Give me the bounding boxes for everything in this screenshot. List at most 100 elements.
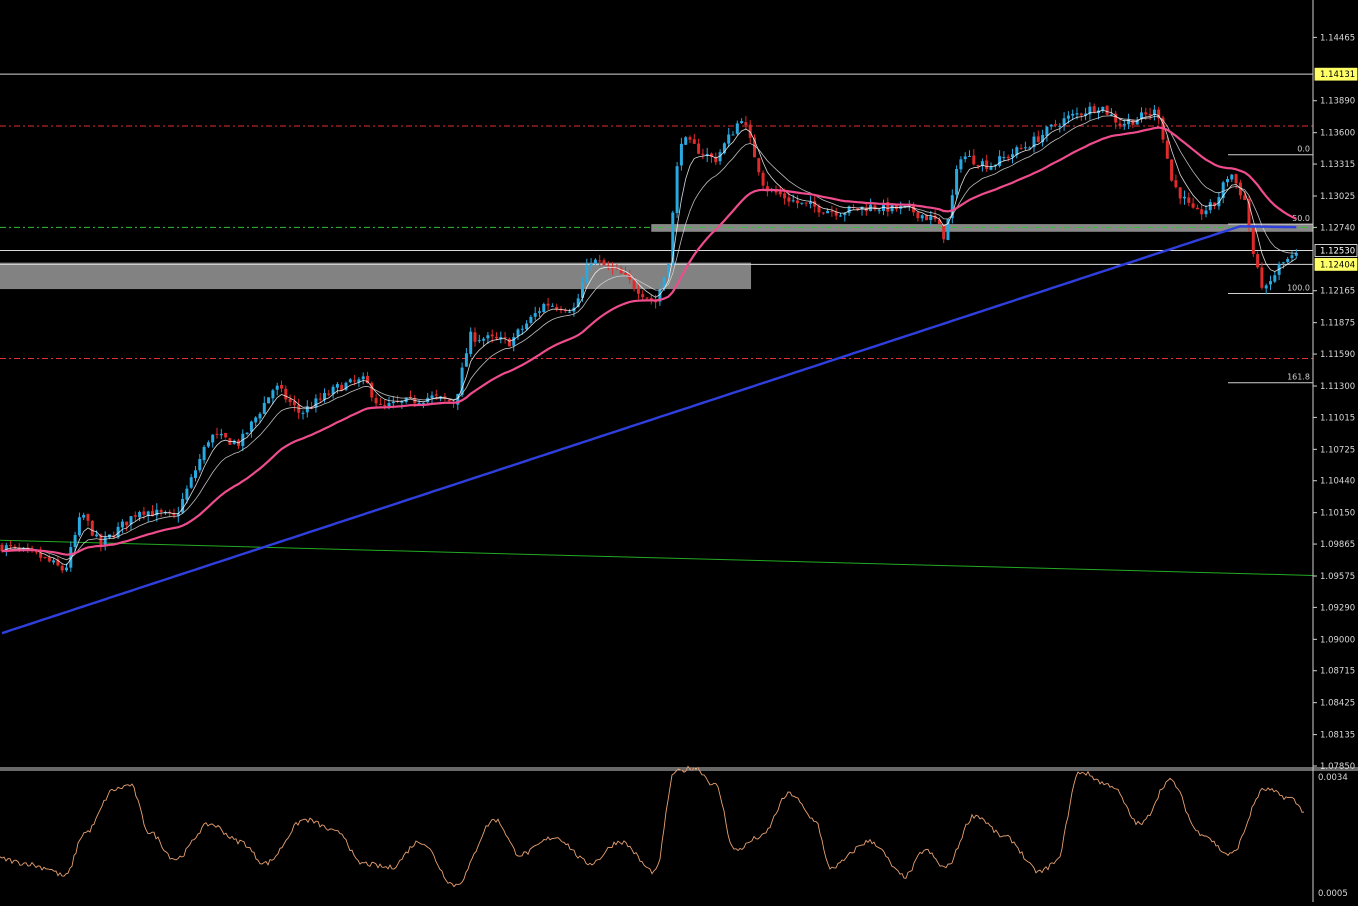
candle-body <box>1208 202 1212 211</box>
candle-body <box>826 210 830 214</box>
candle-body <box>529 316 533 323</box>
candle-body <box>744 122 748 125</box>
moving-average-ma_mid <box>1 115 1297 561</box>
candle-body <box>942 224 946 240</box>
candle-body <box>284 388 288 400</box>
y-tick-label: 1.13600 <box>1320 129 1355 139</box>
candle-body <box>1140 112 1143 120</box>
price-tag-label-2: 1.12404 <box>1320 260 1355 270</box>
candle-body <box>189 477 193 488</box>
candle-body <box>232 440 236 444</box>
candle-body <box>1127 119 1131 125</box>
candle-body <box>542 304 546 313</box>
candle-body <box>1174 180 1178 188</box>
candle-body <box>1002 157 1006 159</box>
candle-body <box>254 417 258 423</box>
candle-body <box>847 206 851 214</box>
candle-body <box>507 338 511 347</box>
y-tick-label: 1.08715 <box>1320 667 1355 677</box>
candle-body <box>985 160 989 170</box>
candle-body <box>688 137 692 140</box>
candle-body <box>211 434 215 443</box>
candle-body <box>765 186 769 192</box>
y-tick-label: 1.11590 <box>1320 350 1355 360</box>
candle-body <box>1290 255 1294 258</box>
candle-body <box>658 289 662 302</box>
candle-body <box>727 134 731 144</box>
candle-body <box>155 509 159 516</box>
candle-body <box>318 398 322 400</box>
candle-body <box>1135 120 1139 125</box>
candle-body <box>39 552 43 558</box>
candle-body <box>1045 126 1049 136</box>
candle-body <box>714 157 718 163</box>
y-tick-label: 1.12165 <box>1320 287 1355 297</box>
moving-average-ma_slow <box>1 126 1297 556</box>
candle-body <box>495 336 498 339</box>
candle-body <box>593 259 597 264</box>
candle-body <box>1187 197 1191 203</box>
candle-body <box>1247 199 1251 228</box>
candle-body <box>1286 258 1290 263</box>
candle-body <box>142 511 146 515</box>
candle-body <box>1165 140 1169 159</box>
candle-body <box>1238 182 1242 196</box>
candle-body <box>90 520 94 536</box>
trendline <box>0 539 1314 576</box>
candle-body <box>219 433 223 436</box>
candle-body <box>60 565 64 571</box>
candle-body <box>701 153 705 155</box>
candle-body <box>546 303 550 306</box>
candle-body <box>456 393 460 405</box>
y-tick-label: 1.11300 <box>1320 382 1355 392</box>
candle-body <box>533 313 537 317</box>
candle-body <box>1269 281 1272 285</box>
candle-body <box>486 335 490 339</box>
candle-body <box>366 375 369 384</box>
candle-body <box>705 153 709 156</box>
candle-body <box>9 545 13 547</box>
candle-body <box>963 156 967 160</box>
candle-body <box>1217 197 1221 207</box>
candle-body <box>740 121 744 124</box>
candle-body <box>1036 136 1040 142</box>
candle-body <box>103 537 107 545</box>
candle-body <box>877 210 881 212</box>
candle-body <box>1226 179 1229 183</box>
candle-body <box>1101 106 1105 111</box>
candle-body <box>662 277 666 289</box>
candle-body <box>568 311 572 313</box>
candle-body <box>267 397 271 404</box>
candle-body <box>645 297 649 299</box>
candle-body <box>194 470 197 478</box>
candle-body <box>667 264 670 277</box>
candle-body <box>933 215 937 220</box>
candle-body <box>641 294 645 298</box>
candle-body <box>1019 148 1023 150</box>
candle-body <box>353 380 357 382</box>
candle-body <box>215 433 219 435</box>
candle-body <box>920 215 924 219</box>
candle-body <box>581 282 584 298</box>
candle-body <box>748 124 752 138</box>
candle-body <box>499 337 503 339</box>
candle-body <box>409 396 412 398</box>
candle-body <box>490 334 494 337</box>
candle-body <box>1260 267 1264 288</box>
candle-body <box>1028 147 1032 149</box>
candle-body <box>929 216 933 221</box>
candle-body <box>1170 159 1174 181</box>
y-tick-label: 1.13025 <box>1320 192 1355 202</box>
candle-body <box>374 398 378 404</box>
candle-body <box>1079 113 1083 116</box>
y-tick-label: 1.09865 <box>1320 540 1355 550</box>
candle-body <box>1294 252 1298 256</box>
candle-body <box>710 153 713 157</box>
candle-body <box>813 201 817 207</box>
y-tick-label: 1.13315 <box>1320 160 1355 170</box>
candle-body <box>262 402 266 414</box>
candle-body <box>1023 147 1027 149</box>
candle-body <box>460 367 464 395</box>
candle-body <box>937 219 941 225</box>
